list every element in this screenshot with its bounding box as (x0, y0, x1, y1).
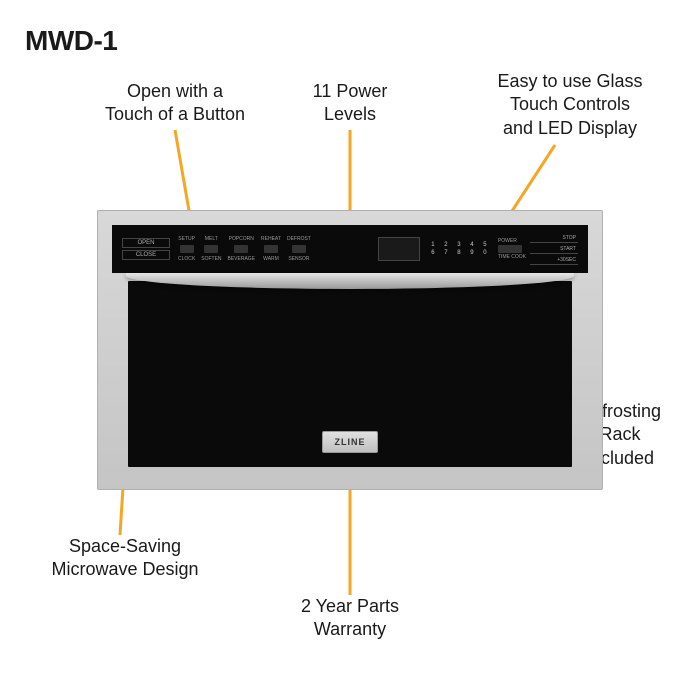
callout-space-saving: Space-SavingMicrowave Design (35, 535, 215, 582)
open-close-buttons: OPEN CLOSE (122, 238, 170, 260)
microwave-appliance: OPEN CLOSE SETUPCLOCK MELTSOFTEN POPCORN… (97, 210, 603, 490)
brand-badge: ZLINE (322, 431, 378, 453)
callout-warranty: 2 Year PartsWarranty (260, 595, 440, 642)
function-buttons: SETUPCLOCK MELTSOFTEN POPCORNBEVERAGE RE… (170, 236, 374, 262)
led-display (378, 237, 420, 261)
callout-open-touch: Open with aTouch of a Button (85, 80, 265, 127)
door-handle (126, 273, 574, 289)
product-title: MWD-1 (25, 25, 117, 57)
callout-power-levels: 11 PowerLevels (300, 80, 400, 127)
number-pad: 1 2 3 4 5 6 7 8 9 0 (424, 242, 494, 256)
microwave-door: ZLINE (128, 281, 572, 467)
start-stop-buttons: STOP START +30SEC (530, 234, 578, 265)
control-panel: OPEN CLOSE SETUPCLOCK MELTSOFTEN POPCORN… (112, 225, 588, 273)
callout-glass-controls: Easy to use GlassTouch Controlsand LED D… (470, 70, 670, 140)
power-time-labels: POWER TIME COOK (494, 238, 530, 260)
